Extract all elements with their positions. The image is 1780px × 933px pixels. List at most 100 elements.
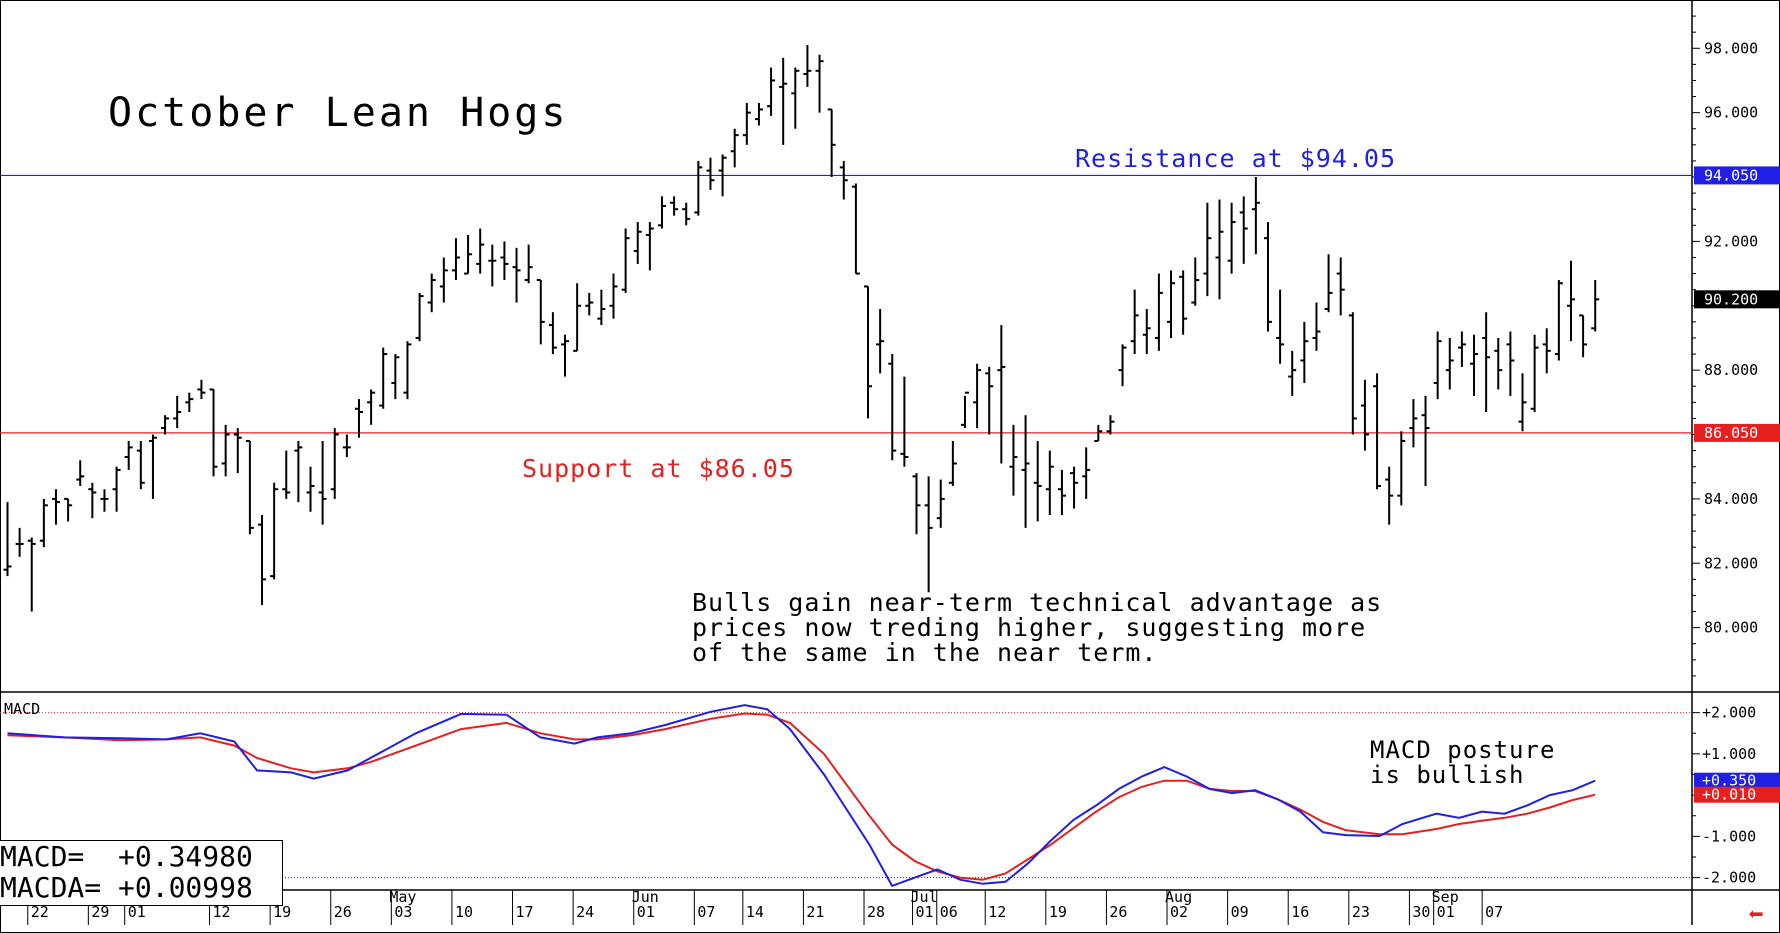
ohlc-bar bbox=[912, 473, 921, 535]
ohlc-bar bbox=[1082, 447, 1091, 499]
macd-readout: MACD= +0.34980 MACDA= +0.00998 bbox=[0, 840, 283, 906]
ohlc-bar bbox=[524, 244, 533, 284]
signal-axis-tag-label: +0.010 bbox=[1702, 786, 1756, 804]
ohlc-bar bbox=[1482, 312, 1491, 412]
ohlc-bar bbox=[936, 479, 945, 528]
ohlc-bar bbox=[1203, 202, 1212, 297]
date-tick-label: 02 bbox=[1170, 903, 1188, 921]
ohlc-bar bbox=[439, 257, 448, 303]
ohlc-bar bbox=[294, 440, 303, 503]
ohlc-bar bbox=[1518, 373, 1527, 432]
date-tick-label: 19 bbox=[1049, 903, 1067, 921]
price-bars bbox=[3, 45, 1600, 612]
ohlc-bar bbox=[306, 466, 315, 512]
ohlc-bar bbox=[1167, 270, 1176, 338]
ohlc-bar bbox=[1373, 373, 1382, 490]
ohlc-bar bbox=[1227, 202, 1236, 274]
date-tick-label: 07 bbox=[1485, 903, 1503, 921]
ohlc-bar bbox=[730, 128, 739, 168]
ohlc-bar bbox=[1045, 450, 1054, 515]
ohlc-bar bbox=[1118, 344, 1127, 387]
ohlc-bar bbox=[136, 440, 145, 490]
ohlc-bar bbox=[1239, 196, 1248, 264]
ohlc-bar bbox=[864, 285, 873, 419]
ohlc-bar bbox=[15, 527, 24, 557]
ohlc-bar bbox=[1591, 280, 1600, 332]
support-axis-tag bbox=[1694, 423, 1780, 442]
ohlc-bar bbox=[221, 424, 230, 477]
date-tick-label: 01 bbox=[1437, 903, 1455, 921]
ohlc-bar bbox=[779, 57, 788, 145]
date-tick-label: 23 bbox=[1352, 903, 1370, 921]
ohlc-bar bbox=[64, 497, 73, 522]
date-tick-label: 24 bbox=[576, 903, 594, 921]
date-tick-label: 01 bbox=[128, 903, 146, 921]
ohlc-bar bbox=[1348, 312, 1357, 435]
ohlc-bar bbox=[827, 108, 836, 178]
ohlc-bar bbox=[161, 415, 170, 435]
ohlc-bar bbox=[900, 376, 909, 467]
date-tick-label: 26 bbox=[1109, 903, 1127, 921]
month-label: Aug bbox=[1165, 888, 1192, 906]
ohlc-bar bbox=[100, 489, 109, 512]
ohlc-bar bbox=[1179, 270, 1188, 335]
ohlc-bar bbox=[1263, 222, 1272, 332]
ohlc-bar bbox=[1288, 350, 1297, 396]
price-tick-label: 82.000 bbox=[1704, 554, 1758, 572]
ohlc-bar bbox=[464, 234, 473, 275]
ohlc-bar bbox=[1312, 302, 1321, 351]
ohlc-bar bbox=[367, 389, 376, 425]
ohlc-bar bbox=[27, 537, 36, 612]
ohlc-bar bbox=[1470, 334, 1479, 396]
ohlc-bar bbox=[609, 273, 618, 319]
ohlc-bar bbox=[791, 67, 800, 129]
month-label: Sep bbox=[1432, 888, 1459, 906]
ohlc-bar bbox=[561, 334, 570, 377]
support-axis-tag-label: 86.050 bbox=[1704, 424, 1758, 442]
macd-lines bbox=[7, 704, 1596, 888]
analysis-note: Bulls gain near-term technical advantage… bbox=[692, 588, 1383, 667]
macd-axis-tag bbox=[1694, 772, 1780, 789]
ohlc-bar bbox=[1409, 399, 1418, 448]
ohlc-bar bbox=[997, 325, 1006, 464]
ohlc-bar bbox=[1554, 280, 1563, 361]
ohlc-bar bbox=[536, 279, 545, 345]
ohlc-bar bbox=[330, 428, 339, 499]
ohlc-bar bbox=[427, 273, 436, 313]
ohlc-bar bbox=[1566, 260, 1575, 342]
last-price-tag bbox=[1694, 290, 1780, 309]
ohlc-bar bbox=[451, 238, 460, 281]
macd-axis-tag-label: +0.350 bbox=[1702, 772, 1756, 790]
ohlc-bar bbox=[51, 489, 60, 525]
ohlc-bar bbox=[694, 160, 703, 216]
date-tick-label: 16 bbox=[1291, 903, 1309, 921]
ohlc-bar bbox=[282, 450, 291, 499]
ohlc-bar bbox=[767, 67, 776, 116]
price-tick-label: 80.000 bbox=[1704, 619, 1758, 637]
date-tick-label: 26 bbox=[334, 903, 352, 921]
ohlc-bar bbox=[1457, 331, 1466, 367]
date-axis: 22 29 01 12 19 26 03 10 17 24 01 07 14 21 28 01 06 12 19 26… bbox=[27, 888, 1503, 925]
ohlc-bar bbox=[197, 379, 206, 400]
ohlc-bar bbox=[1336, 257, 1345, 316]
ohlc-bar bbox=[1191, 257, 1200, 306]
ohlc-bar bbox=[670, 196, 679, 216]
ohlc-bar bbox=[851, 183, 860, 275]
ohlc-bar bbox=[1106, 415, 1115, 435]
ohlc-bar bbox=[476, 228, 485, 274]
ohlc-bar bbox=[1579, 314, 1588, 358]
date-tick-label: 06 bbox=[940, 903, 958, 921]
macd-axis: +2.000 +1.000 -1.000 -2.000 +0.350+0.010 bbox=[0, 704, 1780, 887]
date-tick-label: 19 bbox=[273, 903, 291, 921]
date-tick-label: 03 bbox=[394, 903, 412, 921]
ohlc-bar bbox=[924, 476, 933, 593]
ohlc-bar bbox=[1530, 334, 1539, 412]
ohlc-bar bbox=[318, 440, 327, 525]
price-tick-label: 98.000 bbox=[1704, 39, 1758, 57]
ohlc-bar bbox=[585, 292, 594, 316]
macd-tick-label: -2.000 bbox=[1702, 869, 1756, 887]
scroll-arrow-icon[interactable]: ⬅ bbox=[1748, 900, 1764, 930]
